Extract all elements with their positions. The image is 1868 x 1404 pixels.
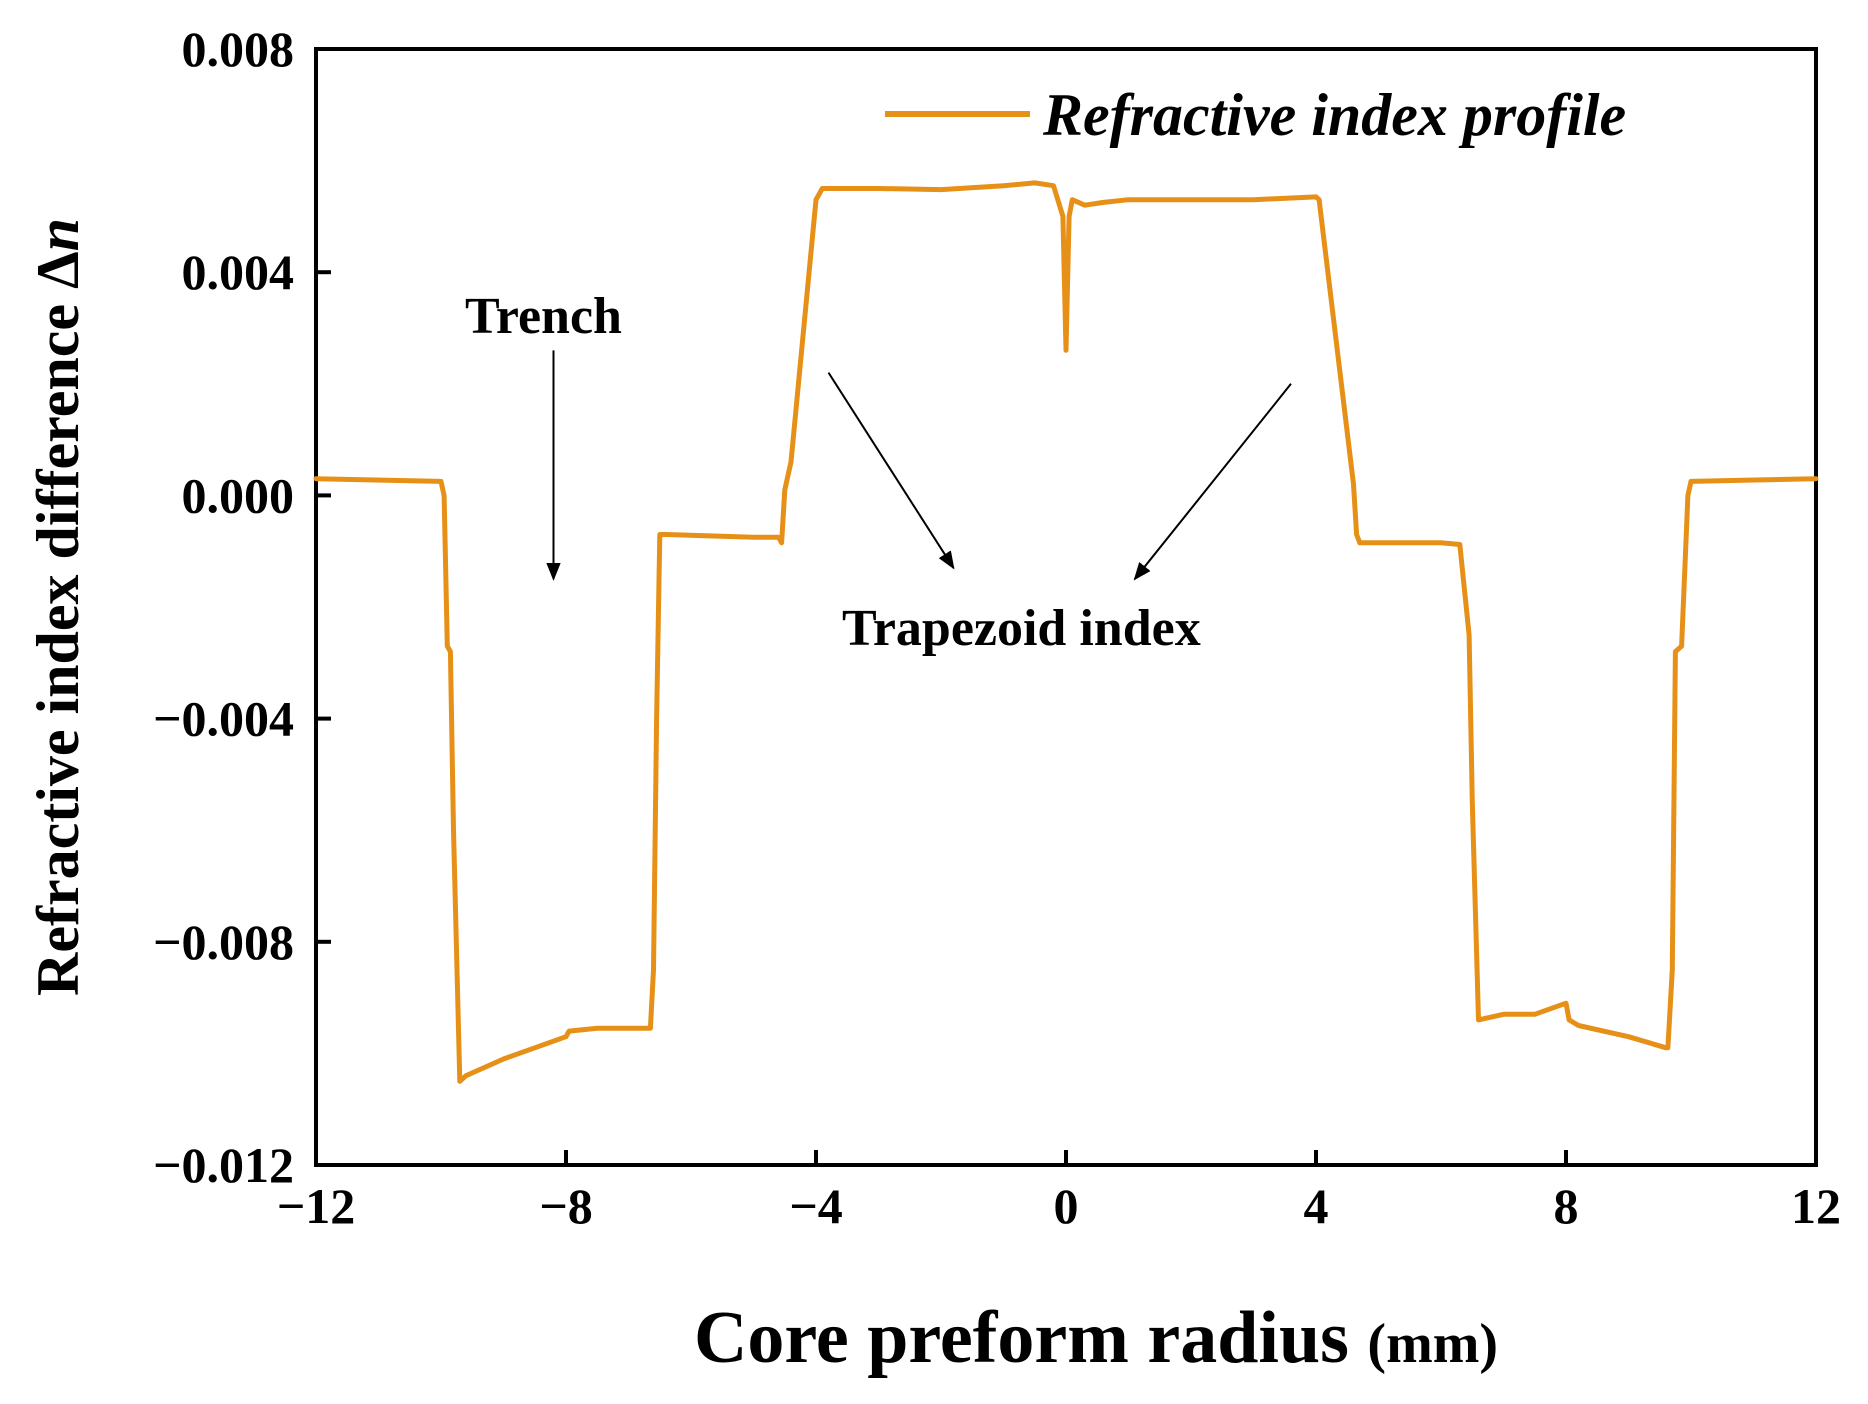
annotation-arrow bbox=[827, 372, 955, 570]
annotation-trapezoid-index: Trapezoid index bbox=[842, 600, 1201, 657]
x-tick-label: 8 bbox=[1554, 1178, 1579, 1234]
y-axis-title-text: Refractive index difference bbox=[25, 304, 91, 996]
x-axis-unit: (mm) bbox=[1367, 1313, 1498, 1375]
y-tick-label: −0.008 bbox=[153, 914, 294, 970]
x-tick-label: 4 bbox=[1304, 1178, 1329, 1234]
x-axis-title: Core preform radius (mm) bbox=[694, 1297, 1498, 1379]
x-tick-label: −4 bbox=[789, 1178, 843, 1234]
legend: Refractive index profile bbox=[885, 82, 1626, 148]
y-tick-label: 0.004 bbox=[182, 244, 295, 300]
x-tick-label: 0 bbox=[1054, 1178, 1079, 1234]
y-tick-label: −0.012 bbox=[153, 1137, 294, 1193]
x-tick-label: −8 bbox=[539, 1178, 593, 1234]
legend-label: Refractive index profile bbox=[1042, 82, 1626, 148]
y-tick-label: 0.000 bbox=[182, 467, 295, 523]
x-tick-label: −12 bbox=[277, 1178, 356, 1234]
y-axis-variable: n bbox=[25, 218, 91, 251]
y-axis-delta-symbol: Δ bbox=[25, 251, 91, 289]
x-axis-title-text: Core preform radius bbox=[694, 1297, 1349, 1379]
x-axis: −12 −8 −4 0 4 8 12 bbox=[277, 1150, 1841, 1234]
x-tick-label: 12 bbox=[1791, 1178, 1841, 1234]
annotation-trench: Trench bbox=[465, 288, 622, 345]
annotation-arrow bbox=[1133, 383, 1292, 581]
y-tick-label: 0.008 bbox=[182, 21, 295, 77]
y-axis-title: Refractive index difference Δn bbox=[25, 218, 91, 996]
annotations: Trench Trapezoid index bbox=[465, 288, 1292, 657]
y-axis: 0.008 0.004 0.000 −0.004 −0.008 −0.012 bbox=[153, 21, 331, 1193]
y-tick-label: −0.004 bbox=[153, 691, 294, 747]
series-line-refractive-index-profile bbox=[313, 180, 1819, 1084]
